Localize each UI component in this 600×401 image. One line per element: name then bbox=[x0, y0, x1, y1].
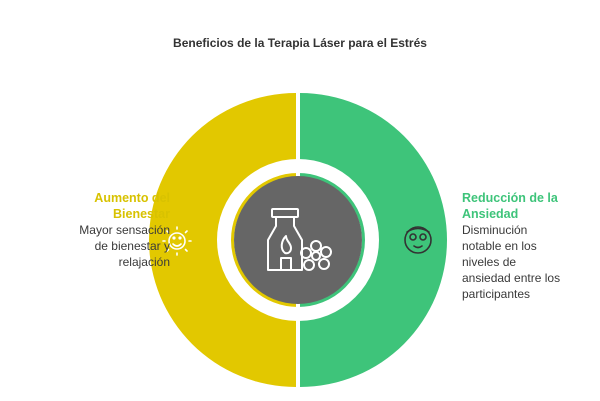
left-benefit-panel: Aumento del Bienestar Mayor sensación de… bbox=[20, 190, 170, 270]
left-benefit-heading: Aumento del Bienestar bbox=[94, 191, 170, 221]
face-mask-icon bbox=[404, 226, 432, 254]
center-circle bbox=[234, 176, 362, 304]
separator-ring bbox=[217, 159, 379, 321]
left-benefit-description: Mayor sensación de bienestar y relajació… bbox=[79, 223, 170, 269]
sun-smile-icon bbox=[162, 226, 192, 256]
right-benefit-panel: Reducción de la Ansiedad Disminución not… bbox=[462, 190, 582, 302]
oil-diffuser-flower-icon bbox=[267, 208, 332, 271]
right-benefit-description: Disminución notable en los niveles de an… bbox=[462, 223, 561, 301]
right-benefit-heading: Reducción de la Ansiedad bbox=[462, 191, 558, 221]
diagram-title: Beneficios de la Terapia Láser para el E… bbox=[173, 36, 427, 50]
